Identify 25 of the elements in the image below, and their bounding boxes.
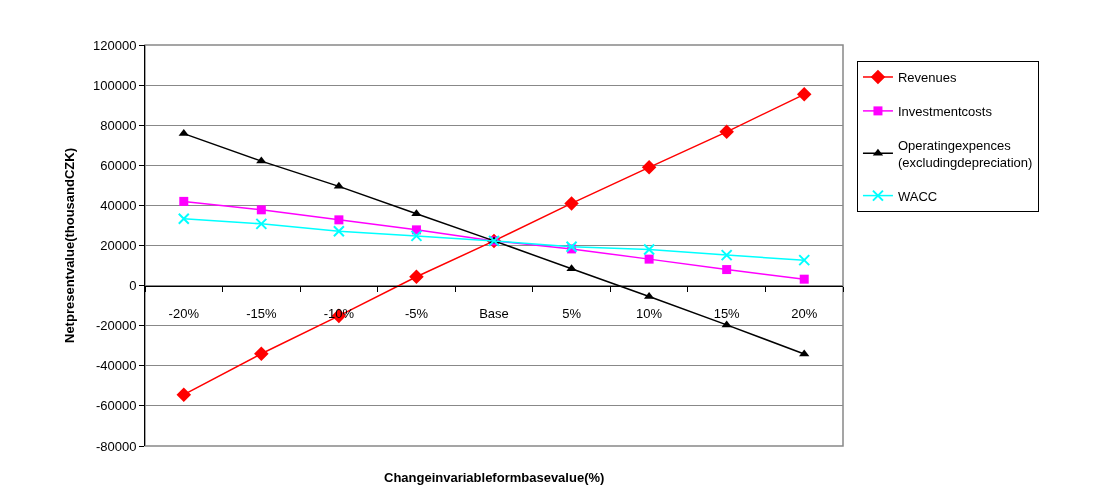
x-tick-label: 15% xyxy=(713,306,741,322)
y-tick-label: -60000 xyxy=(95,398,137,414)
y-axis-title: Netpresentvalue(thousandCZK) xyxy=(61,147,77,344)
y-tick-label: -80000 xyxy=(95,438,137,454)
y-tick-label: -40000 xyxy=(95,358,137,374)
legend-label: Operatingexpences (excludingdepreciation) xyxy=(897,137,1033,170)
x-tick-label: 5% xyxy=(562,306,582,322)
x-tick-label: -15% xyxy=(246,306,277,322)
x-tick-label: -20% xyxy=(168,306,200,322)
y-tick-label: 100000 xyxy=(93,77,137,93)
x-tick-label: 10% xyxy=(636,306,663,322)
legend-label: Revenues xyxy=(897,70,957,86)
y-tick-label: 120000 xyxy=(93,37,137,53)
y-tick-label: 20000 xyxy=(100,238,137,254)
y-tick-label: 80000 xyxy=(100,117,137,133)
legend-label: WACC xyxy=(897,188,938,204)
legend-label: Investmentcosts xyxy=(897,103,993,119)
x-axis-title: Changeinvariableformbasevalue(%) xyxy=(384,470,605,485)
x-tick-label: 20% xyxy=(791,306,818,322)
y-tick-label: 40000 xyxy=(100,197,137,213)
y-tick-label: -20000 xyxy=(95,318,137,334)
y-tick-label: 0 xyxy=(129,278,137,294)
x-tick-label: -5% xyxy=(404,306,429,322)
x-tick-label: Base xyxy=(479,306,509,322)
y-tick-label: 60000 xyxy=(100,157,137,173)
